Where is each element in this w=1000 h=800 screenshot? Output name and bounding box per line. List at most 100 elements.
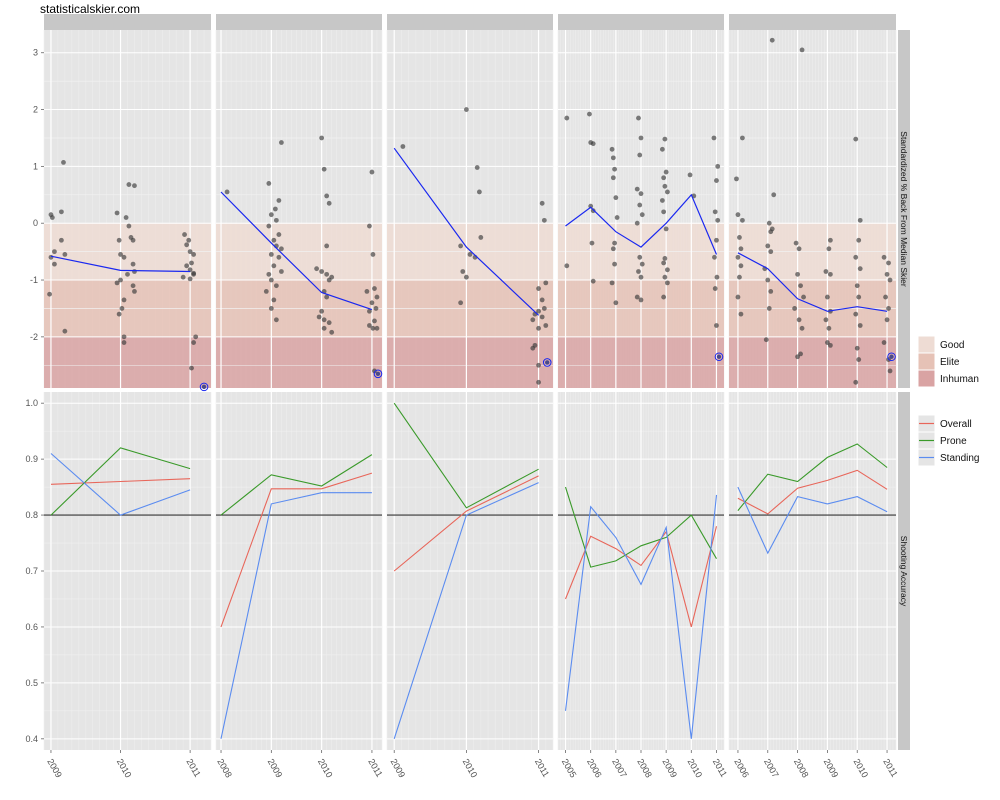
data-point (590, 141, 596, 147)
facet-column-4: 2006 2007 2008 2009 2010 2011 (728, 14, 900, 779)
data-point (114, 280, 120, 286)
data-point (634, 220, 640, 226)
row-strip-top (898, 30, 910, 388)
data-point (738, 311, 744, 317)
data-point (738, 246, 744, 252)
data-point (799, 325, 805, 331)
data-point (276, 254, 282, 260)
data-point (478, 235, 484, 240)
data-point (536, 325, 541, 331)
data-point (271, 297, 277, 303)
data-point (369, 300, 375, 306)
data-point (662, 183, 668, 189)
data-point (854, 345, 860, 351)
data-point (590, 208, 596, 214)
y-tick-label: 0.6 (25, 622, 38, 632)
data-point (180, 274, 186, 280)
facet-strip (216, 14, 382, 30)
data-point (543, 280, 549, 286)
y-tick-label: -2 (30, 332, 38, 342)
legend-layer: Good Elite Inhuman Overall Prone Standing (917, 335, 979, 467)
data-point (884, 271, 890, 277)
data-point (715, 163, 721, 169)
data-point (374, 325, 380, 331)
data-point (715, 217, 721, 223)
data-point (276, 198, 282, 203)
legend-label-good: Good (940, 340, 964, 351)
data-point (740, 135, 745, 141)
x-tick-label: 2009 (660, 757, 679, 779)
data-point (324, 271, 330, 277)
data-point (132, 183, 137, 189)
data-point (364, 288, 370, 294)
latest-result-point (889, 354, 894, 359)
facet-column-0: 2009 2010 2011 (43, 14, 212, 779)
data-point (634, 294, 640, 300)
data-point (121, 254, 127, 260)
x-tick-label: 2010 (461, 757, 480, 779)
data-point (326, 277, 332, 283)
data-point (792, 306, 798, 311)
scatter-panel (386, 30, 554, 388)
series-line-prone (393, 402, 539, 509)
legend-label-prone: Prone (940, 436, 967, 447)
data-point (610, 246, 616, 252)
panels-layer: 2009 2010 2011 2008 2009 2010 2011 2009 2010 2011… (25, 14, 910, 779)
data-point (367, 308, 372, 314)
band-inhuman (729, 336, 896, 388)
data-point (711, 135, 717, 141)
data-point (130, 237, 136, 243)
data-point (887, 277, 893, 283)
data-point (58, 209, 64, 215)
series-line-prone (737, 443, 888, 511)
data-point (763, 337, 769, 343)
data-point (771, 192, 777, 198)
fit-line (393, 147, 540, 316)
latest-result-ring (199, 382, 209, 392)
data-point (278, 269, 284, 274)
data-point (590, 278, 596, 284)
data-point (48, 254, 54, 260)
data-point (665, 267, 670, 273)
scatter-panel (43, 30, 212, 392)
x-tick-label: 2011 (184, 757, 202, 779)
facet-column-1: 2008 2009 2010 2011 (215, 14, 385, 779)
data-point (119, 306, 125, 311)
band-inhuman (387, 336, 553, 388)
data-point (765, 277, 771, 283)
data-point (58, 237, 64, 243)
data-point (881, 340, 887, 345)
data-point (639, 261, 645, 267)
data-point (132, 288, 137, 294)
data-point (665, 280, 670, 286)
data-point (659, 198, 665, 203)
data-point (856, 357, 862, 362)
data-point (321, 325, 327, 331)
data-point (460, 269, 466, 274)
data-point (321, 317, 327, 323)
data-point (589, 240, 595, 246)
data-point (884, 317, 890, 323)
data-point (530, 317, 536, 323)
data-point (823, 269, 829, 274)
latest-result-point (716, 354, 722, 359)
data-point (539, 297, 545, 303)
data-point (319, 269, 325, 274)
data-point (543, 323, 549, 328)
data-point (826, 325, 832, 331)
latest-result-point (375, 371, 381, 376)
data-point (186, 237, 192, 243)
facet-strip (558, 14, 724, 30)
data-point (638, 135, 644, 141)
data-point (856, 294, 862, 300)
data-point (278, 246, 284, 252)
y-tick-label: 0 (33, 218, 38, 228)
data-point (116, 311, 122, 317)
legend-swatch-inhuman (917, 369, 936, 388)
data-point (321, 166, 327, 172)
data-point (191, 271, 197, 277)
data-point (661, 209, 667, 215)
data-point (564, 263, 570, 269)
legend-label-elite: Elite (940, 357, 960, 368)
data-point (857, 217, 863, 223)
